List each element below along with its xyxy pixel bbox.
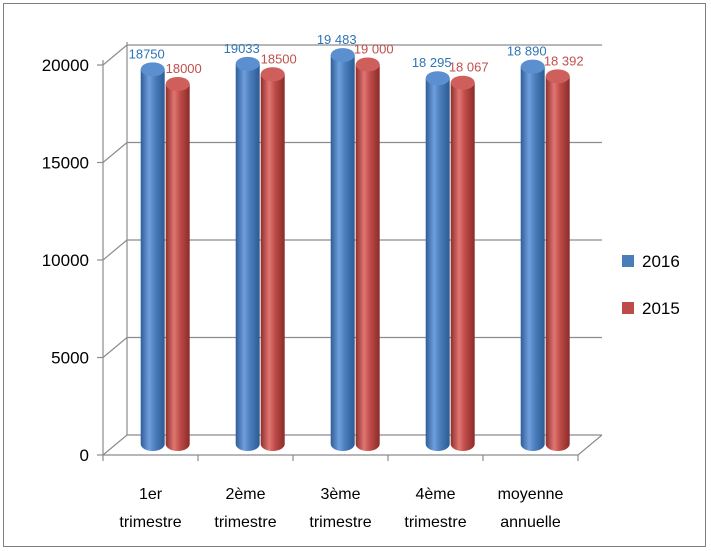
data-label: 18500 bbox=[261, 51, 297, 66]
legend-label: 2015 bbox=[642, 299, 680, 318]
data-label: 19 000 bbox=[354, 42, 394, 57]
x-tick-label: 1er bbox=[139, 486, 163, 503]
data-label: 18 067 bbox=[449, 60, 489, 75]
data-label: 18 890 bbox=[507, 44, 547, 59]
x-tick-label: trimestre bbox=[214, 514, 276, 531]
y-tick-label: 5000 bbox=[51, 349, 89, 368]
bar-2015 bbox=[165, 77, 190, 451]
legend-label: 2016 bbox=[642, 252, 680, 271]
data-label: 18 392 bbox=[544, 53, 584, 68]
data-label: 19033 bbox=[224, 41, 260, 56]
legend-swatch bbox=[622, 302, 634, 314]
y-tick-label: 20000 bbox=[42, 56, 89, 75]
bar-2015 bbox=[260, 67, 285, 451]
x-tick-label: 2ème bbox=[225, 486, 265, 503]
data-label: 19 483 bbox=[317, 32, 357, 47]
x-tick-label: 3ème bbox=[320, 486, 360, 503]
bar-2016 bbox=[520, 59, 545, 452]
data-label: 18000 bbox=[166, 61, 202, 76]
x-tick-label: moyenne bbox=[498, 486, 564, 503]
bar-2015 bbox=[450, 75, 475, 452]
bar-2015 bbox=[545, 69, 570, 451]
data-labels: 18750 19033 19 483 18 295 18 890 18000 18500 19… bbox=[129, 32, 584, 76]
x-tick-label: trimestre bbox=[119, 514, 181, 531]
bars bbox=[140, 48, 570, 452]
x-tick-label: 4ème bbox=[415, 486, 455, 503]
x-tick-label: annuelle bbox=[500, 514, 561, 531]
data-label: 18750 bbox=[129, 46, 165, 61]
bar-2016 bbox=[140, 62, 165, 451]
bar-2015 bbox=[355, 57, 380, 451]
bar-2016 bbox=[330, 48, 355, 451]
x-tick-label: trimestre bbox=[404, 514, 466, 531]
legend-swatch bbox=[622, 255, 634, 267]
bar-2016 bbox=[235, 56, 260, 452]
y-tick-label: 10000 bbox=[42, 251, 89, 270]
y-tick-label: 15000 bbox=[42, 154, 89, 173]
axes: 0 5000 10000 15000 20000 1er trimestre 2ème trim… bbox=[42, 42, 603, 531]
legend: 2016 2015 bbox=[622, 252, 680, 318]
x-tick-label: trimestre bbox=[309, 514, 371, 531]
y-tick-label: 0 bbox=[80, 446, 89, 465]
data-label: 18 295 bbox=[412, 55, 452, 70]
bar-2016 bbox=[425, 71, 450, 451]
